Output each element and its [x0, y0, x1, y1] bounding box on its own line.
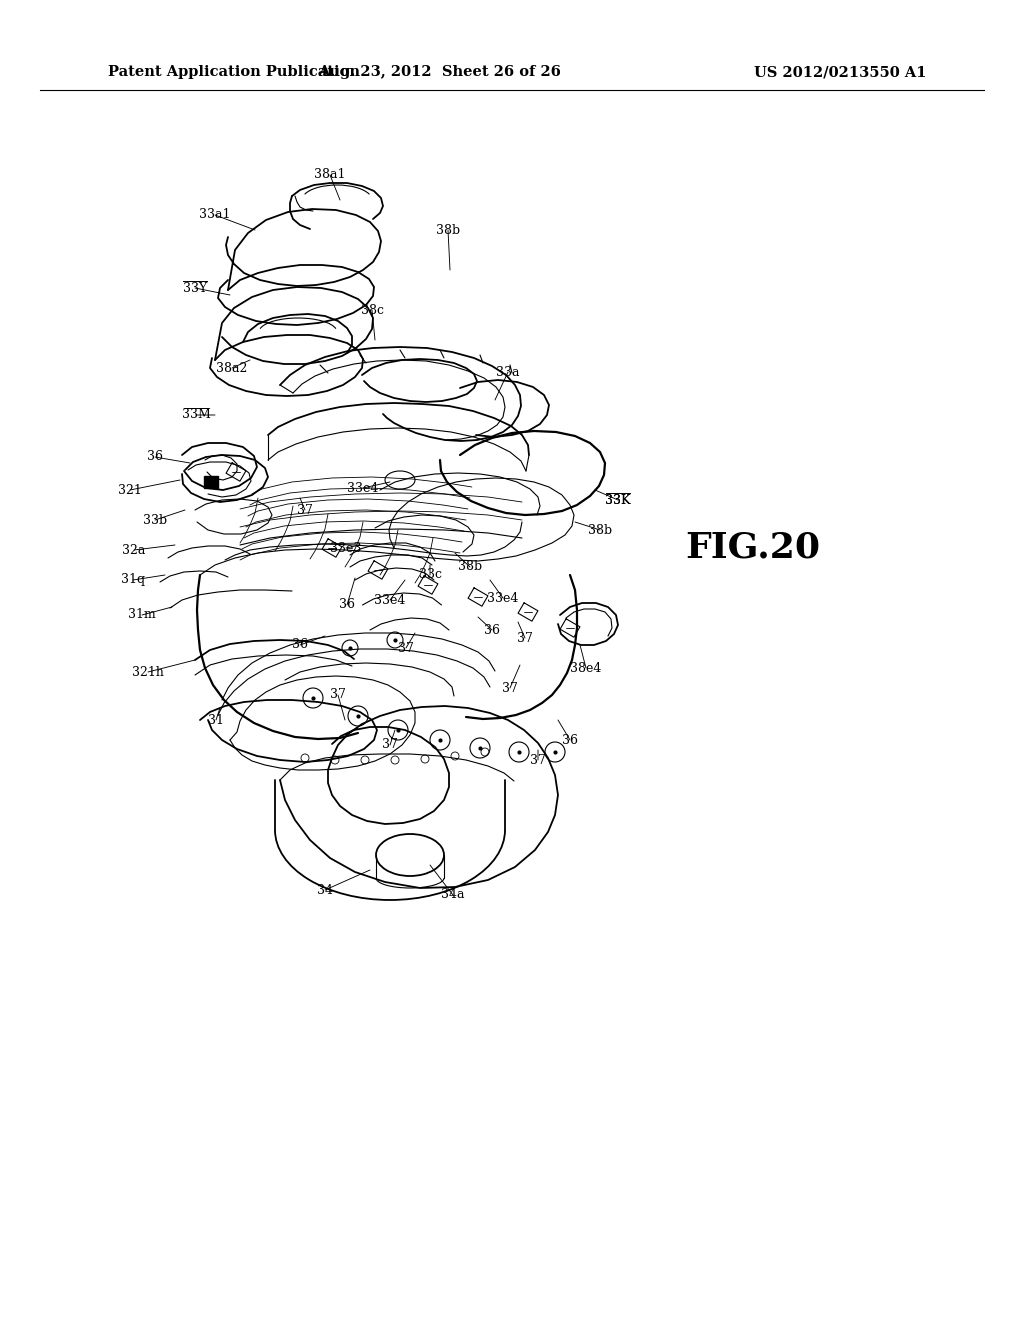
Text: 34: 34 [317, 883, 333, 896]
Text: 38b: 38b [436, 223, 460, 236]
Text: 33Y: 33Y [183, 281, 207, 294]
Text: 33e4: 33e4 [375, 594, 406, 606]
Text: 36: 36 [339, 598, 355, 611]
Text: 36: 36 [562, 734, 578, 747]
Text: 33K: 33K [605, 494, 631, 507]
Text: Patent Application Publication: Patent Application Publication [108, 65, 360, 79]
Text: 31: 31 [208, 714, 224, 726]
Text: 38a1: 38a1 [314, 169, 346, 181]
Text: 37: 37 [330, 689, 346, 701]
Text: Aug. 23, 2012  Sheet 26 of 26: Aug. 23, 2012 Sheet 26 of 26 [318, 65, 561, 79]
Text: 37: 37 [398, 642, 414, 655]
Text: 37: 37 [382, 738, 398, 751]
Text: 37: 37 [517, 631, 532, 644]
Text: 33a: 33a [497, 366, 520, 379]
Text: 37: 37 [502, 681, 518, 694]
Text: 31m: 31m [128, 609, 156, 622]
Text: 38b: 38b [588, 524, 612, 536]
Text: US 2012/0213550 A1: US 2012/0213550 A1 [754, 65, 927, 79]
Text: 33e3: 33e3 [331, 541, 361, 554]
Text: 31q: 31q [121, 573, 145, 586]
Text: 33M: 33M [181, 408, 211, 421]
Text: 33b: 33b [143, 513, 167, 527]
Text: 38b: 38b [458, 561, 482, 573]
Text: 33e4: 33e4 [487, 591, 519, 605]
Text: 36: 36 [147, 450, 163, 463]
Text: 37: 37 [530, 754, 546, 767]
Text: FIG.20: FIG.20 [685, 531, 820, 565]
Text: 36: 36 [292, 639, 308, 652]
Text: 36: 36 [484, 623, 500, 636]
Text: 321h: 321h [132, 665, 164, 678]
Text: 34a: 34a [441, 888, 465, 902]
Text: 33K: 33K [605, 494, 631, 507]
Text: 38a2: 38a2 [216, 362, 248, 375]
Text: 33e4: 33e4 [347, 482, 379, 495]
Text: 321: 321 [118, 483, 142, 496]
Text: 33c: 33c [419, 569, 441, 582]
Text: 32a: 32a [122, 544, 145, 557]
Text: 38c: 38c [360, 304, 384, 317]
Text: 33a1: 33a1 [200, 209, 230, 222]
Text: 38e4: 38e4 [570, 661, 602, 675]
Text: 37: 37 [297, 503, 313, 516]
Bar [204, 477, 218, 488]
